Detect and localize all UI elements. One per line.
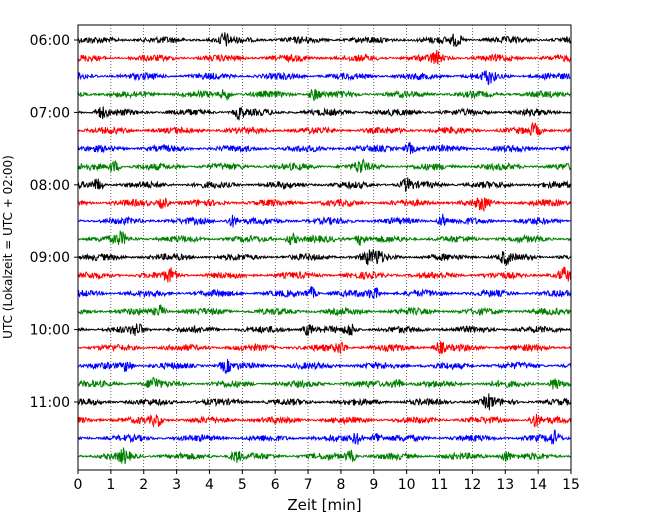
trace-1015: [77, 341, 572, 355]
trace-0730: [77, 141, 572, 155]
plot-frame: [77, 24, 572, 471]
trace-0615: [77, 50, 572, 65]
y-axis: 06:00 07:00 08:00 09:00 10:00 11:00: [30, 33, 78, 411]
x-tick-label-14: 14: [529, 477, 547, 493]
trace-0800: [77, 177, 572, 192]
x-tick-label-13: 13: [496, 477, 514, 493]
y-tick-label-1100: 11:00: [30, 395, 70, 411]
trace-0700: [77, 106, 572, 121]
x-tick-label-9: 9: [369, 477, 378, 493]
x-tick-label-15: 15: [562, 477, 580, 493]
trace-0830: [77, 213, 572, 228]
x-tick-label-4: 4: [205, 477, 214, 493]
trace-0630: [77, 70, 572, 86]
y-tick-label-0800: 08:00: [30, 178, 70, 194]
x-tick-label-1: 1: [106, 477, 115, 493]
trace-1045: [77, 377, 572, 390]
trace-0600: [77, 32, 572, 48]
y-tick-label-0700: 07:00: [30, 105, 70, 121]
trace-1145: [77, 447, 572, 465]
trace-0715: [77, 121, 572, 136]
trace-0900: [77, 249, 572, 266]
x-tick-label-6: 6: [271, 477, 280, 493]
seismogram-traces: [77, 32, 572, 465]
trace-1130: [77, 429, 572, 445]
x-gridlines: [110, 25, 539, 470]
trace-0745: [77, 158, 572, 174]
x-tick-label-12: 12: [463, 477, 481, 493]
x-tick-label-10: 10: [398, 477, 416, 493]
y-tick-label-0900: 09:00: [30, 250, 70, 266]
x-tick-label-0: 0: [74, 477, 83, 493]
trace-1030: [77, 358, 572, 375]
trace-0645: [77, 88, 572, 102]
trace-0915: [77, 266, 572, 283]
x-tick-label-2: 2: [139, 477, 148, 493]
x-axis-label: Zeit [min]: [287, 496, 361, 514]
x-tick-label-7: 7: [304, 477, 313, 493]
x-axis: 0 1 2 3 4 5 6 7 8 9 10 11 12 13 14 15: [74, 470, 580, 493]
x-tick-label-11: 11: [431, 477, 449, 493]
y-tick-label-0600: 06:00: [30, 33, 70, 49]
trace-0845: [77, 230, 572, 246]
x-tick-label-5: 5: [238, 477, 247, 493]
x-tick-label-3: 3: [172, 477, 181, 493]
trace-0930: [77, 285, 572, 300]
y-axis-label: UTC (Lokalzeit = UTC + 02:00): [1, 155, 15, 339]
trace-0945: [77, 304, 572, 317]
y-tick-label-1000: 10:00: [30, 323, 70, 339]
trace-1100: [77, 393, 572, 411]
trace-1115: [77, 413, 572, 428]
trace-1000: [77, 323, 572, 337]
x-tick-label-8: 8: [336, 477, 345, 493]
trace-0815: [77, 197, 572, 213]
